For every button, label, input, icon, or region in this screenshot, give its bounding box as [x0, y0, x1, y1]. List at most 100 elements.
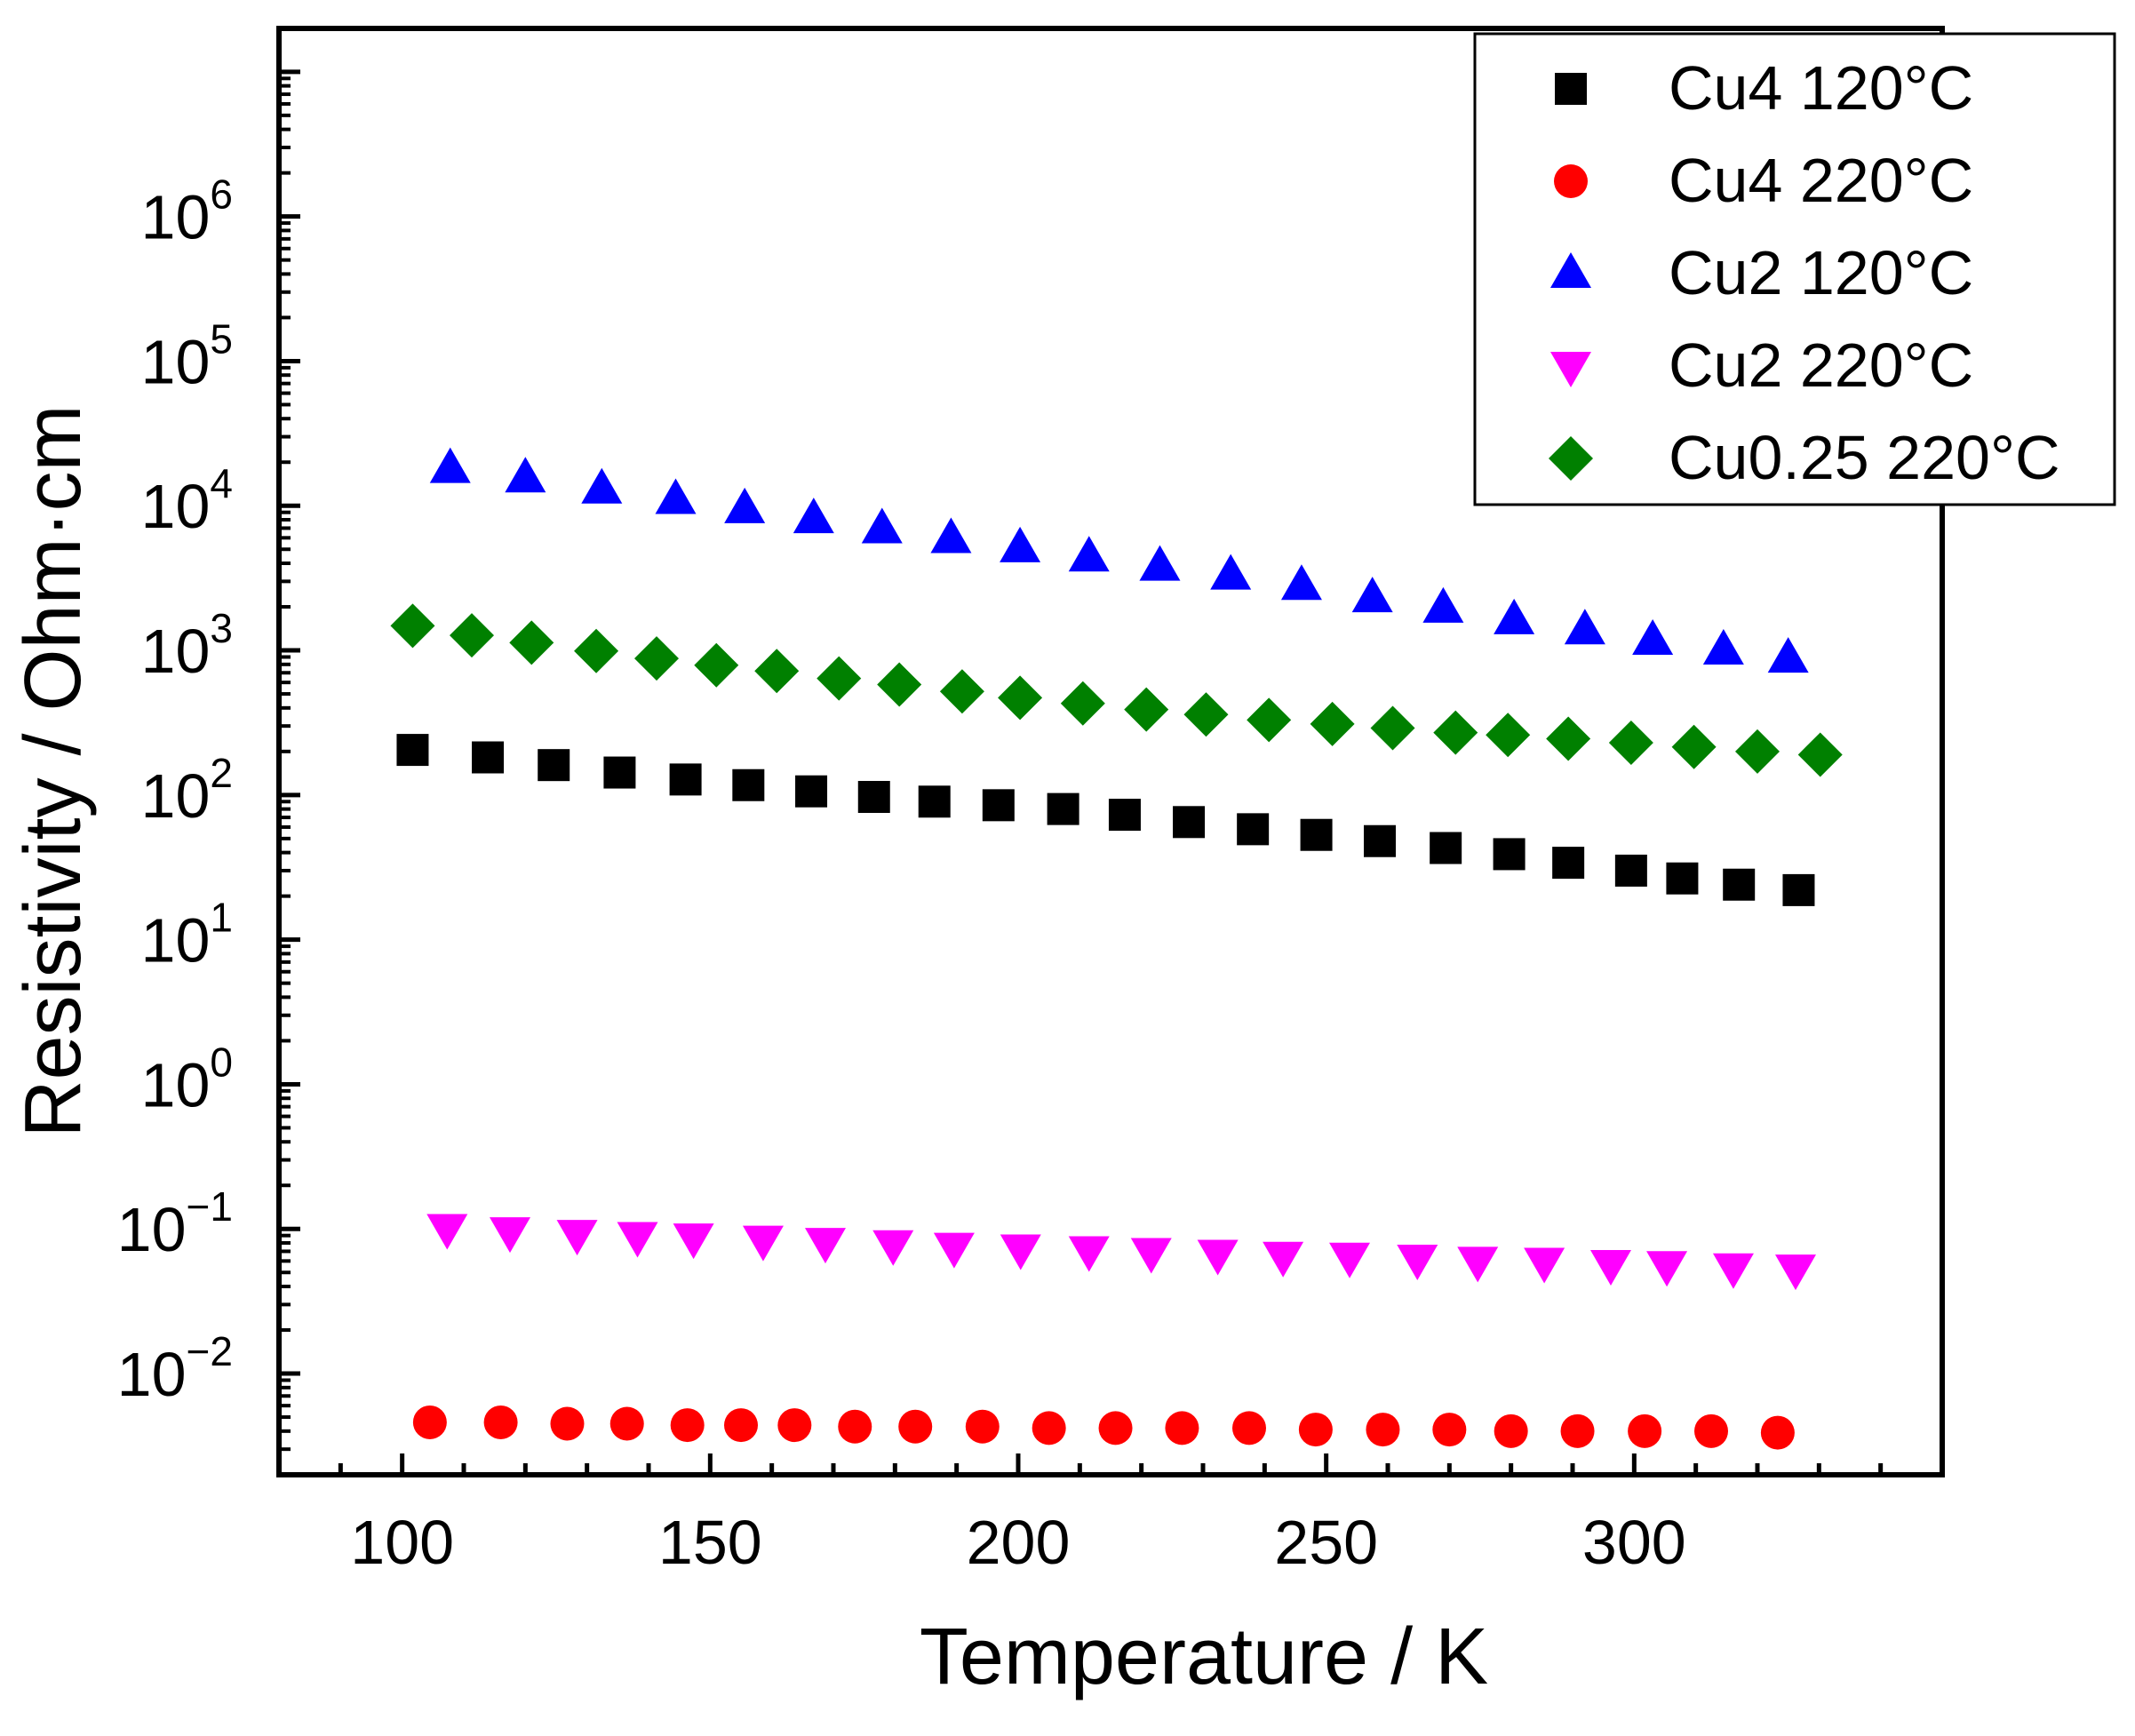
- data-point: [1422, 586, 1464, 623]
- data-point: [1047, 792, 1079, 825]
- data-point: [694, 642, 739, 688]
- data-point: [1139, 545, 1181, 581]
- data-point: [581, 467, 623, 504]
- data-point: [804, 1228, 846, 1264]
- y-tick-label: 101: [141, 895, 233, 976]
- data-point: [669, 763, 702, 796]
- data-point: [472, 741, 505, 774]
- data-point: [1124, 687, 1169, 732]
- data-point: [1068, 1236, 1110, 1272]
- data-point: [1363, 824, 1396, 857]
- data-point: [1628, 1413, 1662, 1448]
- data-point: [1032, 1411, 1066, 1445]
- y-tick-label: 104: [141, 460, 233, 541]
- data-point: [933, 1232, 975, 1269]
- data-point: [655, 478, 697, 514]
- data-point: [483, 1405, 518, 1439]
- data-point: [1560, 1413, 1595, 1448]
- data-point: [673, 1223, 714, 1260]
- series-1: [412, 1405, 1795, 1450]
- y-tick-label: 100: [141, 1039, 233, 1119]
- data-point: [1735, 729, 1780, 774]
- data-point: [1329, 1242, 1371, 1278]
- data-point: [1486, 713, 1531, 758]
- data-point: [1351, 577, 1393, 613]
- data-point: [1397, 1245, 1438, 1281]
- data-point: [1702, 629, 1744, 665]
- data-point: [1432, 1413, 1467, 1447]
- data-point: [1632, 618, 1674, 655]
- data-point: [1263, 1241, 1304, 1278]
- data-point: [998, 675, 1043, 721]
- data-point: [390, 603, 435, 649]
- data-point: [617, 1222, 658, 1258]
- legend-markers: [1549, 73, 1593, 481]
- data-point: [670, 1408, 705, 1443]
- data-point: [1457, 1246, 1499, 1283]
- data-point: [1694, 1413, 1728, 1448]
- data-point: [538, 749, 570, 782]
- series-2: [429, 447, 1809, 673]
- data-point: [1494, 1413, 1528, 1448]
- data-point: [1237, 813, 1270, 846]
- data-point: [1712, 1253, 1754, 1289]
- data-point: [1370, 705, 1415, 751]
- legend: Cu4 120°C Cu4 220°C Cu2 120°C Cu2 220°C …: [1473, 32, 2116, 506]
- data-point: [505, 457, 546, 493]
- data-point: [1298, 1413, 1333, 1447]
- data-point: [861, 507, 903, 544]
- x-tick-label: 150: [658, 1508, 762, 1577]
- data-point: [1310, 701, 1355, 746]
- tick-labels: 100 150 200 250 300 10−2 10−1 100 101 102 103 104 10…: [117, 171, 1686, 1577]
- legend-marker: [1555, 73, 1587, 105]
- data-point: [429, 447, 471, 483]
- data-point: [939, 669, 984, 714]
- data-point: [1060, 681, 1105, 726]
- data-point: [1366, 1413, 1400, 1447]
- data-point: [1068, 536, 1110, 572]
- data-point: [898, 1409, 933, 1444]
- data-point: [1782, 873, 1815, 906]
- series-0: [396, 734, 1815, 906]
- data-point: [609, 1406, 644, 1441]
- data-point: [982, 789, 1015, 822]
- y-axis-title: Resistivity / Ohm·cm: [9, 404, 98, 1137]
- data-point: [930, 517, 972, 553]
- data-point: [918, 785, 951, 818]
- x-tick-label: 200: [967, 1508, 1071, 1577]
- data-point: [634, 636, 680, 681]
- data-point: [1247, 697, 1292, 743]
- legend-marker: [1550, 352, 1591, 387]
- data-point: [1494, 598, 1535, 634]
- data-point: [603, 756, 636, 789]
- legend-marker: [1550, 252, 1591, 288]
- data-point: [450, 613, 495, 658]
- legend-label: Cu4 220°C: [1669, 146, 1973, 215]
- data-point: [742, 1225, 784, 1262]
- data-point: [550, 1406, 585, 1441]
- data-point: [1608, 720, 1653, 765]
- data-point: [1197, 1239, 1239, 1276]
- series-3: [426, 1214, 1816, 1291]
- x-tick-label: 300: [1582, 1508, 1686, 1577]
- x-axis-title: Temperature / K: [920, 1613, 1488, 1701]
- legend-label: Cu2 220°C: [1669, 330, 1973, 400]
- data-point: [1300, 818, 1333, 851]
- data-point: [1614, 854, 1647, 887]
- data-point: [1760, 1415, 1795, 1450]
- y-tick-label: 106: [141, 171, 233, 252]
- data-point: [724, 1408, 758, 1443]
- legend-label: Cu2 120°C: [1669, 238, 1973, 307]
- data-point: [793, 498, 834, 534]
- data-point: [965, 1409, 1000, 1444]
- data-point: [732, 768, 765, 801]
- legend-label: Cu0.25 220°C: [1669, 423, 2060, 492]
- y-tick-label: 10−1: [117, 1183, 233, 1264]
- data-point: [1183, 692, 1229, 737]
- data-point: [777, 1408, 812, 1443]
- data-point: [817, 656, 862, 701]
- data-point: [754, 649, 800, 694]
- data-point: [1546, 716, 1591, 761]
- series-4: [390, 603, 1843, 777]
